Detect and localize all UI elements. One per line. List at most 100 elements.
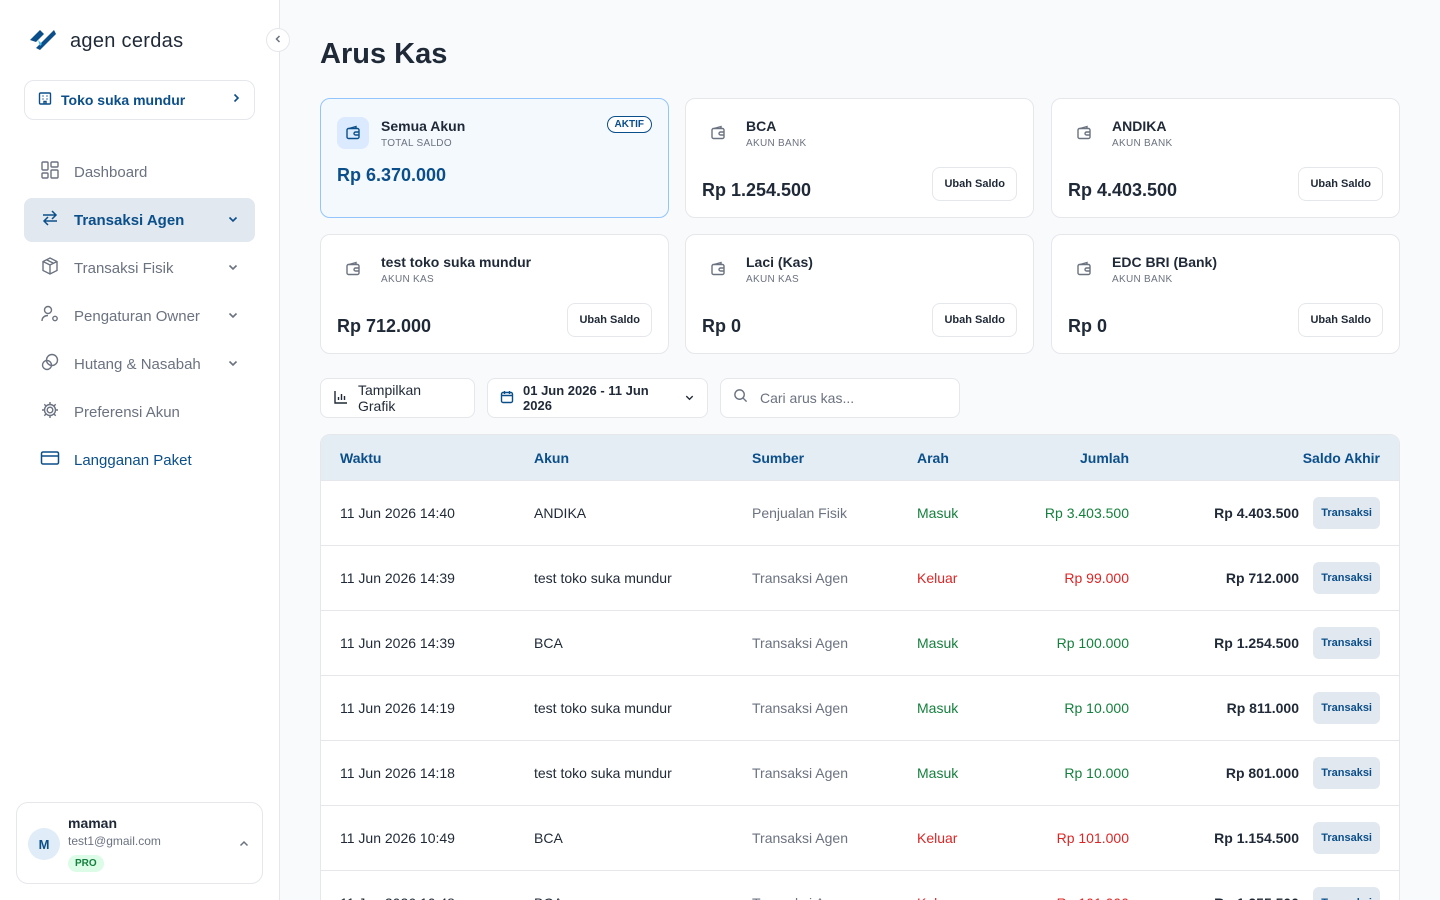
cell-akun: ANDIKA — [534, 505, 587, 521]
wallet-icon — [1068, 253, 1100, 285]
account-name: Laci (Kas) — [746, 254, 813, 270]
column-header-waktu[interactable]: Waktu — [340, 450, 382, 466]
cell-sumber: Transaksi Agen — [752, 635, 848, 651]
table-header: Waktu Akun Sumber Arah Jumlah Saldo Akhi… — [321, 435, 1399, 481]
cell-jumlah: Rp 101.000 — [1056, 830, 1129, 846]
table-row[interactable]: 11 Jun 2026 14:39 test toko suka mundur Tr… — [321, 545, 1399, 610]
ubah-saldo-button[interactable]: Ubah Saldo — [932, 303, 1017, 337]
date-range-picker[interactable]: 01 Jun 2026 - 11 Jun 2026 — [487, 378, 708, 418]
ubah-saldo-button[interactable]: Ubah Saldo — [1298, 303, 1383, 337]
arrows-swap-icon — [40, 208, 60, 232]
cell-waktu: 11 Jun 2026 10:49 — [340, 830, 455, 846]
brand[interactable]: agen cerdas — [28, 26, 183, 57]
user-gear-icon — [40, 304, 60, 328]
box-icon — [40, 256, 60, 280]
account-card-semua-akun[interactable]: Semua Akun TOTAL SALDO AKTIF Rp 6.370.00… — [320, 98, 669, 218]
ubah-saldo-button[interactable]: Ubah Saldo — [932, 167, 1017, 201]
account-card-test-toko[interactable]: test toko suka mundur AKUN KAS Rp 712.00… — [320, 234, 669, 354]
search-box[interactable] — [720, 378, 960, 418]
sidebar-item-langganan-paket[interactable]: Langganan Paket — [24, 438, 255, 482]
page-title: Arus Kas — [320, 38, 448, 70]
account-name: ANDIKA — [1112, 118, 1167, 134]
table-row[interactable]: 11 Jun 2026 14:40 ANDIKA Penjualan Fisik Ma… — [321, 480, 1399, 545]
sidebar-item-transaksi-agen[interactable]: Transaksi Agen — [24, 198, 255, 242]
collapse-sidebar-button[interactable] — [266, 28, 290, 52]
cell-arah: Masuk — [917, 635, 959, 651]
account-type: AKUN BANK — [746, 138, 807, 149]
cell-arah: Masuk — [917, 700, 959, 716]
sidebar-item-label: Langganan Paket — [74, 451, 192, 469]
chevron-down-icon — [227, 212, 239, 229]
sidebar-item-hutang-nasabah[interactable]: Hutang & Nasabah — [24, 342, 255, 386]
table-row[interactable]: 11 Jun 2026 14:18 test toko suka mundur Tr… — [321, 740, 1399, 805]
cell-sumber: Penjualan Fisik — [752, 505, 847, 521]
chevron-left-icon — [273, 31, 283, 49]
column-header-saldo-akhir[interactable]: Saldo Akhir — [1302, 450, 1380, 466]
sidebar-item-pengaturan-owner[interactable]: Pengaturan Owner — [24, 294, 255, 338]
account-type: AKUN BANK — [1112, 274, 1173, 285]
cell-waktu: 11 Jun 2026 14:40 — [340, 505, 455, 521]
table-row[interactable]: 11 Jun 2026 10:48 BCA Transaksi Agen Keluar… — [321, 870, 1399, 900]
account-card-laci-kas[interactable]: Laci (Kas) AKUN KAS Rp 0 Ubah Saldo — [685, 234, 1034, 354]
cell-akun: test toko suka mundur — [534, 570, 672, 586]
account-name: BCA — [746, 118, 777, 134]
cell-sumber: Transaksi Agen — [752, 700, 848, 716]
sidebar-item-preferensi-akun[interactable]: Preferensi Akun — [24, 390, 255, 434]
cell-saldo-akhir: Rp 1.255.500 — [1214, 895, 1299, 900]
cell-waktu: 11 Jun 2026 14:18 — [340, 765, 455, 781]
sidebar-item-label: Preferensi Akun — [74, 403, 180, 421]
show-chart-label: Tampilkan Grafik — [358, 382, 422, 414]
cell-akun: BCA — [534, 895, 563, 900]
account-name: test toko suka mundur — [381, 254, 532, 270]
column-header-sumber[interactable]: Sumber — [752, 450, 805, 466]
chevron-down-icon — [227, 308, 239, 325]
table-row[interactable]: 11 Jun 2026 10:49 BCA Transaksi Agen Keluar… — [321, 805, 1399, 870]
transaksi-button[interactable]: Transaksi — [1313, 757, 1380, 789]
cell-saldo-akhir: Rp 1.154.500 — [1214, 830, 1299, 846]
account-card-edc-bri[interactable]: EDC BRI (Bank) AKUN BANK Rp 0 Ubah Saldo — [1051, 234, 1400, 354]
transaksi-button[interactable]: Transaksi — [1313, 497, 1380, 529]
transaksi-button[interactable]: Transaksi — [1313, 692, 1380, 724]
cell-akun: test toko suka mundur — [534, 765, 672, 781]
sidebar-item-label: Transaksi Agen — [74, 211, 185, 229]
wallet-icon — [337, 253, 369, 285]
coins-icon — [40, 352, 60, 376]
account-balance: Rp 0 — [1068, 316, 1108, 336]
transaksi-button[interactable]: Transaksi — [1313, 887, 1380, 900]
column-header-arah[interactable]: Arah — [917, 450, 949, 466]
account-card-bca[interactable]: BCA AKUN BANK Rp 1.254.500 Ubah Saldo — [685, 98, 1034, 218]
transaksi-button[interactable]: Transaksi — [1313, 562, 1380, 594]
search-icon — [733, 388, 748, 408]
cell-waktu: 11 Jun 2026 10:48 — [340, 895, 455, 900]
cell-saldo-akhir: Rp 811.000 — [1226, 700, 1299, 716]
brand-name: agen cerdas — [70, 30, 184, 52]
show-chart-button[interactable]: Tampilkan Grafik — [320, 378, 475, 418]
search-input[interactable] — [760, 390, 940, 406]
transaksi-button[interactable]: Transaksi — [1313, 822, 1380, 854]
account-name: EDC BRI (Bank) — [1112, 254, 1218, 270]
user-email: test1@gmail.com — [68, 834, 161, 848]
table-row[interactable]: 11 Jun 2026 14:39 BCA Transaksi Agen Masuk R… — [321, 610, 1399, 675]
account-type: AKUN KAS — [746, 274, 799, 285]
column-header-akun[interactable]: Akun — [534, 450, 569, 466]
ubah-saldo-button[interactable]: Ubah Saldo — [567, 303, 652, 337]
cell-waktu: 11 Jun 2026 14:39 — [340, 570, 455, 586]
cell-saldo-akhir: Rp 4.403.500 — [1214, 505, 1299, 521]
cell-jumlah: Rp 10.000 — [1064, 765, 1129, 781]
column-header-jumlah[interactable]: Jumlah — [1079, 450, 1129, 466]
cell-saldo-akhir: Rp 1.254.500 — [1214, 635, 1299, 651]
chevron-up-icon[interactable] — [238, 837, 250, 855]
sidebar-item-label: Transaksi Fisik — [74, 259, 174, 277]
wallet-icon — [337, 117, 369, 149]
grid-icon — [40, 160, 60, 184]
account-card-andika[interactable]: ANDIKA AKUN BANK Rp 4.403.500 Ubah Saldo — [1051, 98, 1400, 218]
user-profile-card[interactable]: M maman test1@gmail.com PRO — [16, 802, 263, 884]
sidebar-item-dashboard[interactable]: Dashboard — [24, 150, 255, 194]
transaksi-button[interactable]: Transaksi — [1313, 627, 1380, 659]
account-name: Semua Akun — [381, 118, 466, 134]
sidebar-item-transaksi-fisik[interactable]: Transaksi Fisik — [24, 246, 255, 290]
table-row[interactable]: 11 Jun 2026 14:19 test toko suka mundur Tr… — [321, 675, 1399, 740]
ubah-saldo-button[interactable]: Ubah Saldo — [1298, 167, 1383, 201]
store-selector-button[interactable]: Toko suka mundur — [24, 80, 255, 120]
gear-icon — [40, 400, 60, 424]
